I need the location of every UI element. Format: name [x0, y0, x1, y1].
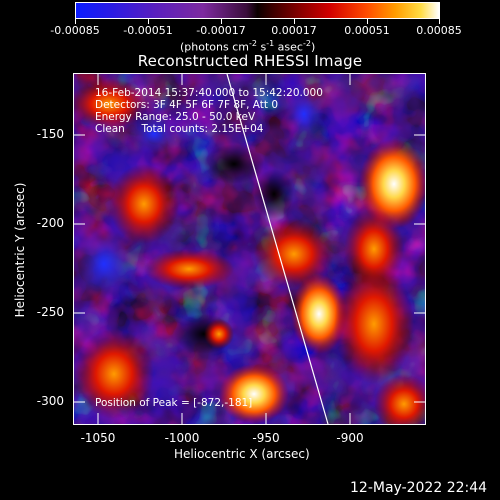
time-range-text: 16-Feb-2014 15:37:40.000 to 15:42:20.000 [95, 87, 323, 99]
axis-ticks [73, 73, 426, 425]
colorbar-tick-label: -0.00051 [123, 24, 173, 37]
ytick-label: -250 [36, 305, 64, 319]
image-title: Reconstructed RHESSI Image [137, 52, 363, 70]
colorbar-tick [367, 19, 368, 24]
ytick-label: -200 [36, 216, 64, 230]
colorbar-units: (photons cm-2 s-1 asec-2) [180, 39, 316, 54]
colorbar-tick-label: -0.00085 [50, 24, 100, 37]
energy-range-text: Energy Range: 25.0 - 50.0 keV [95, 111, 256, 123]
colorbar-tick [221, 19, 222, 24]
xtick-label: -1050 [80, 431, 116, 445]
detectors-text: Detectors: 3F 4F 5F 6F 7F 8F, Att 0 [95, 99, 279, 111]
footer-timestamp: 12-May-2022 22:44 [350, 480, 488, 496]
colorbar-tick-label: 0.00085 [416, 24, 462, 37]
xtick-label: -900 [336, 431, 364, 445]
ytick-label: -150 [36, 127, 64, 141]
rhessi-heatmap [74, 74, 425, 424]
xtick-label: -1000 [164, 431, 200, 445]
x-axis-label: Heliocentric X (arcsec) [174, 447, 310, 461]
colorbar-tick-label: -0.00017 [196, 24, 246, 37]
colorbar-tick [439, 19, 440, 24]
heatmap-svg [74, 74, 425, 424]
colorbar-tick [75, 19, 76, 24]
ytick-label: -300 [36, 394, 64, 408]
xtick-label: -950 [252, 431, 280, 445]
colorbar-tick [294, 19, 295, 24]
colorbar-tick-label: 0.00051 [344, 24, 390, 37]
colorbar-tick [148, 19, 149, 24]
y-axis-label: Heliocentric Y (arcsec) [13, 182, 27, 318]
peak-position-text: Position of Peak = [-872,-181] [95, 397, 253, 409]
solar-limb-line [226, 74, 329, 424]
colorbar-tick-label: 0.00017 [271, 24, 317, 37]
colorbar [75, 2, 440, 19]
heatmap-features [74, 79, 425, 424]
total-counts-text: Clean Total counts: 2.15E+04 [95, 123, 264, 135]
